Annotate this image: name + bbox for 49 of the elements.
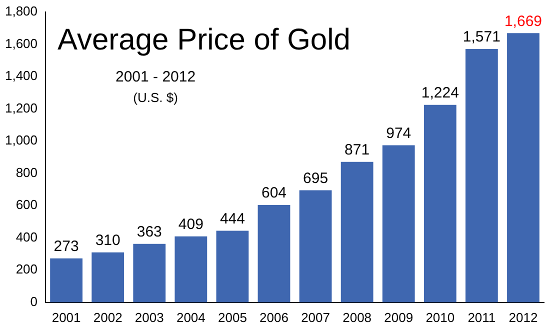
data-label: 444 bbox=[220, 210, 245, 228]
y-tick-label: 800 bbox=[16, 164, 38, 180]
x-tick-label: 2005 bbox=[218, 310, 247, 325]
y-tick-label: 0 bbox=[30, 294, 38, 309]
bar bbox=[340, 162, 374, 302]
x-tick-label: 2012 bbox=[508, 310, 538, 325]
data-label: 363 bbox=[136, 223, 162, 240]
x-tick-label: 2010 bbox=[426, 310, 455, 325]
x-tick-label: 2008 bbox=[342, 310, 372, 325]
bar bbox=[382, 145, 415, 302]
y-tick-label: 1,600 bbox=[4, 36, 38, 51]
data-label: 409 bbox=[178, 216, 204, 234]
data-label: 1,669 bbox=[504, 12, 542, 30]
data-label: 310 bbox=[95, 232, 120, 250]
y-tick-label: 1,000 bbox=[4, 132, 38, 148]
bar bbox=[174, 236, 208, 302]
bar bbox=[258, 204, 290, 302]
x-tick-label: 2006 bbox=[260, 310, 288, 325]
x-tick-label: 2002 bbox=[93, 310, 122, 325]
x-tick-label: 2001 bbox=[52, 310, 81, 325]
y-tick-label: 1,200 bbox=[4, 100, 38, 116]
y-tick-label: 1,400 bbox=[4, 68, 38, 84]
data-label: 974 bbox=[386, 124, 412, 142]
bar bbox=[216, 230, 249, 302]
chart-title: Average Price of Gold bbox=[58, 23, 350, 56]
y-tick-label: 400 bbox=[16, 229, 38, 244]
data-label: 695 bbox=[303, 170, 328, 187]
bar bbox=[92, 252, 124, 302]
bar bbox=[507, 33, 540, 302]
x-tick-label: 2004 bbox=[176, 310, 206, 325]
x-tick-label: 2003 bbox=[134, 310, 164, 325]
y-tick-label: 600 bbox=[16, 197, 38, 212]
bar bbox=[465, 48, 498, 302]
data-label: 604 bbox=[261, 184, 287, 202]
bar bbox=[299, 190, 332, 302]
bar bbox=[50, 258, 82, 302]
x-tick-label: 2007 bbox=[301, 310, 330, 325]
y-tick-label: 200 bbox=[16, 262, 38, 277]
annotation: (U.S. $) bbox=[133, 90, 178, 106]
data-label: 871 bbox=[344, 142, 370, 159]
text: 2001 - 2012 bbox=[115, 68, 196, 86]
data-label: 1,224 bbox=[421, 84, 459, 102]
bar bbox=[133, 244, 166, 302]
x-tick-label: 2011 bbox=[468, 310, 496, 325]
data-label: 273 bbox=[54, 238, 79, 255]
bar bbox=[424, 104, 456, 302]
y-tick-label: 1,800 bbox=[4, 4, 38, 19]
data-label: 1,571 bbox=[462, 28, 500, 46]
x-tick-label: 2009 bbox=[384, 310, 414, 325]
